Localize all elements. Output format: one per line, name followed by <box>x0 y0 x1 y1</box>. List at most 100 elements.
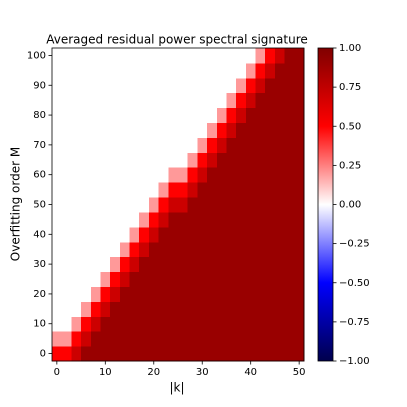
heatmap-cell <box>168 137 179 153</box>
heatmap-cell <box>255 316 266 332</box>
heatmap-cell <box>71 77 82 94</box>
heatmap-cell <box>265 92 276 109</box>
heatmap-cell <box>265 241 276 258</box>
heatmap-cell <box>139 316 150 332</box>
heatmap-cell <box>71 346 82 362</box>
heatmap-cell <box>216 48 227 64</box>
heatmap-cell <box>61 152 72 168</box>
heatmap-cell <box>158 167 169 183</box>
heatmap-cell <box>119 331 131 347</box>
heatmap-cell <box>158 77 169 94</box>
heatmap-cell <box>168 256 179 273</box>
heatmap-cell <box>129 271 140 287</box>
heatmap-cell <box>274 226 286 243</box>
heatmap-cell <box>148 77 160 94</box>
heatmap-cell <box>207 211 218 228</box>
heatmap-cell <box>197 62 208 79</box>
heatmap-cell <box>139 211 150 228</box>
heatmap-cell <box>81 211 92 228</box>
heatmap-cell <box>110 137 121 153</box>
heatmap-cell <box>71 122 82 138</box>
heatmap-cell <box>207 286 218 302</box>
heatmap-cell <box>119 197 131 213</box>
heatmap-cell <box>226 152 237 168</box>
heatmap-cell <box>197 92 208 109</box>
heatmap-cell <box>52 197 63 213</box>
heatmap-cell <box>81 152 92 168</box>
y-tick-label: 50 <box>33 200 46 211</box>
heatmap-cell <box>129 316 140 332</box>
heatmap-cell <box>187 167 198 183</box>
heatmap-cell <box>129 48 140 64</box>
heatmap-cell <box>284 346 295 362</box>
heatmap-cell <box>52 62 63 79</box>
heatmap-cell <box>90 241 101 258</box>
heatmap-cell <box>236 167 247 183</box>
heatmap-cell <box>139 182 150 198</box>
heatmap-cell <box>71 197 82 213</box>
heatmap-cell <box>207 107 218 124</box>
heatmap-cell <box>197 137 208 153</box>
heatmap-cell <box>168 241 179 258</box>
heatmap-cell <box>90 77 101 94</box>
heatmap-cell <box>265 122 276 138</box>
colorbar-tick-label: −0.50 <box>339 278 370 289</box>
heatmap-cell <box>71 286 82 302</box>
heatmap-cell <box>90 152 101 168</box>
heatmap-cell <box>216 316 227 332</box>
heatmap-cell <box>294 256 305 273</box>
heatmap-cell <box>255 77 266 94</box>
heatmap-cell <box>245 271 257 287</box>
heatmap-cell <box>158 137 169 153</box>
heatmap-cell <box>100 316 111 332</box>
heatmap-cell <box>197 301 208 317</box>
heatmap-cell <box>110 271 121 287</box>
heatmap-cell <box>265 182 276 198</box>
heatmap-cell <box>245 152 257 168</box>
heatmap-cell <box>216 331 227 347</box>
heatmap-cell <box>139 301 150 317</box>
heatmap-cell <box>81 62 92 79</box>
heatmap-cell <box>274 256 286 273</box>
heatmap-cell <box>71 62 82 79</box>
heatmap-cell <box>178 167 189 183</box>
heatmap-cell <box>168 331 179 347</box>
heatmap-cell <box>294 211 305 228</box>
heatmap-cell <box>52 316 63 332</box>
heatmap-cell <box>110 197 121 213</box>
heatmap-cell <box>274 152 286 168</box>
heatmap-cell <box>265 331 276 347</box>
heatmap-cell <box>81 137 92 153</box>
heatmap-cell <box>158 271 169 287</box>
heatmap-cell <box>265 152 276 168</box>
heatmap-cell <box>265 62 276 79</box>
heatmap-cell <box>139 241 150 258</box>
heatmap-cell <box>119 256 131 273</box>
heatmap-cell <box>216 211 227 228</box>
heatmap-cell <box>110 62 121 79</box>
heatmap-cell <box>168 286 179 302</box>
heatmap-cell <box>90 301 101 317</box>
heatmap-cell <box>119 182 131 198</box>
heatmap-cell <box>81 167 92 183</box>
heatmap-cell <box>226 316 237 332</box>
heatmap-cell <box>100 331 111 347</box>
heatmap-cell <box>294 182 305 198</box>
heatmap-cell <box>158 122 169 138</box>
heatmap-cell <box>255 256 266 273</box>
heatmap-cell <box>119 167 131 183</box>
heatmap-cell <box>100 62 111 79</box>
heatmap-cell <box>255 241 266 258</box>
heatmap-cell <box>119 271 131 287</box>
heatmap-cell <box>168 182 179 198</box>
heatmap-cell <box>265 137 276 153</box>
heatmap-cell <box>255 62 266 79</box>
heatmap-cell <box>294 92 305 109</box>
heatmap-cell <box>148 286 160 302</box>
heatmap-cell <box>226 182 237 198</box>
heatmap-cell <box>110 316 121 332</box>
heatmap-cell <box>197 122 208 138</box>
heatmap-cell <box>139 286 150 302</box>
heatmap-cell <box>216 92 227 109</box>
heatmap-cell <box>255 107 266 124</box>
